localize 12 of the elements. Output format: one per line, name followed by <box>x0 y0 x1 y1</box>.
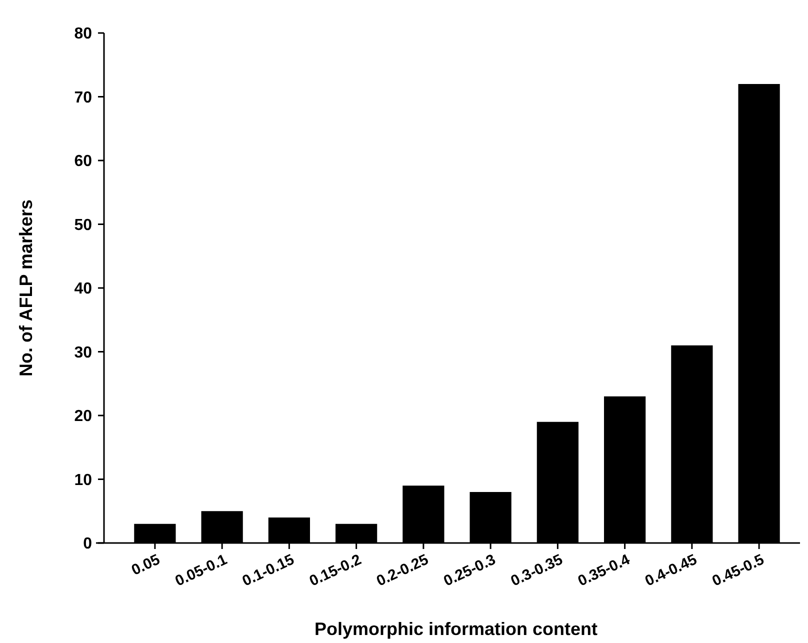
y-tick-label: 70 <box>74 89 92 106</box>
y-tick-label: 60 <box>74 153 92 170</box>
y-tick-label: 10 <box>74 472 92 489</box>
y-tick-label: 80 <box>74 26 92 43</box>
y-tick-label: 20 <box>74 408 92 426</box>
y-axis-title: No. of AFLP markers <box>16 199 36 377</box>
x-tick-label: 0.05 <box>128 551 163 579</box>
y-tick-label: 40 <box>74 280 92 298</box>
x-axis-title: Polymorphic information content <box>314 619 598 639</box>
y-tick-label: 0 <box>83 536 92 553</box>
y-tick-label: 50 <box>74 216 92 234</box>
y-tick-label: 30 <box>74 344 92 362</box>
